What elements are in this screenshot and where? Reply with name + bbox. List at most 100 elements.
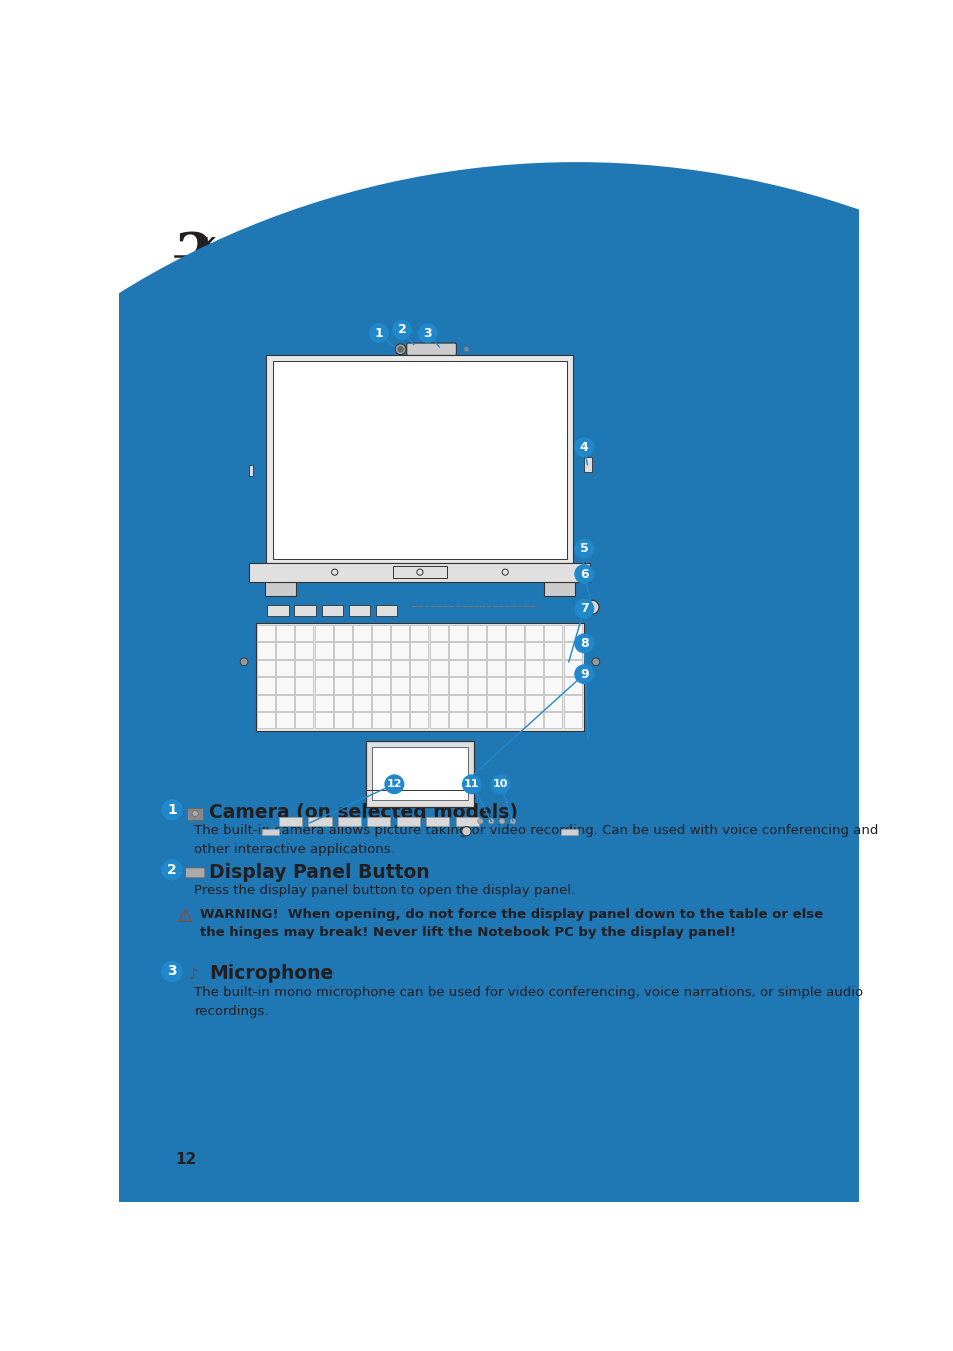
Bar — [525, 626, 542, 642]
Bar — [410, 626, 428, 642]
Bar — [276, 712, 294, 728]
Bar — [544, 677, 562, 693]
Bar — [187, 808, 203, 820]
Bar — [391, 694, 409, 711]
Bar — [263, 347, 270, 351]
Bar — [261, 830, 278, 835]
Bar — [295, 659, 314, 676]
Circle shape — [0, 162, 953, 1351]
Bar — [563, 677, 581, 693]
Text: The built-in camera allows picture taking or video recording. Can be used with v: The built-in camera allows picture takin… — [194, 824, 878, 857]
Bar — [525, 694, 542, 711]
Text: Microphone: Microphone — [209, 965, 333, 984]
Bar — [257, 677, 274, 693]
Bar — [563, 712, 581, 728]
Bar — [255, 623, 583, 731]
Bar — [467, 659, 485, 676]
Bar — [276, 677, 294, 693]
Bar — [278, 816, 302, 825]
Bar — [334, 642, 352, 659]
Bar — [506, 694, 523, 711]
Circle shape — [575, 565, 593, 584]
Bar — [334, 694, 352, 711]
Bar — [391, 677, 409, 693]
Bar — [525, 677, 542, 693]
Bar — [372, 712, 390, 728]
Bar — [506, 712, 523, 728]
Bar — [448, 626, 466, 642]
Bar — [410, 677, 428, 693]
Bar — [544, 626, 562, 642]
Bar — [353, 642, 371, 659]
Bar — [267, 605, 289, 616]
Text: 12: 12 — [386, 780, 402, 789]
Bar — [467, 642, 485, 659]
Bar — [563, 626, 581, 642]
Circle shape — [584, 600, 598, 615]
Text: 8: 8 — [579, 636, 588, 650]
Text: 10: 10 — [493, 780, 508, 789]
FancyBboxPatch shape — [406, 343, 456, 355]
Bar — [314, 626, 333, 642]
Circle shape — [575, 600, 593, 617]
Bar — [295, 694, 314, 711]
Bar — [257, 694, 274, 711]
Circle shape — [461, 827, 471, 836]
Circle shape — [575, 539, 593, 558]
Text: The built-in mono microphone can be used for video conferencing, voice narration: The built-in mono microphone can be used… — [194, 986, 862, 1019]
Text: Press the display panel button to open the display panel.: Press the display panel button to open t… — [194, 885, 575, 897]
Bar — [410, 659, 428, 676]
Bar — [448, 694, 466, 711]
Text: 2: 2 — [397, 323, 406, 336]
Text: 5: 5 — [579, 542, 588, 555]
Bar — [257, 642, 274, 659]
Bar — [393, 566, 447, 578]
Bar — [334, 626, 352, 642]
Text: 1: 1 — [167, 802, 176, 817]
Bar — [426, 816, 449, 825]
Bar — [410, 712, 428, 728]
Bar — [334, 712, 352, 728]
Bar — [372, 626, 390, 642]
Bar — [544, 642, 562, 659]
Text: ⚠: ⚠ — [176, 908, 193, 927]
Bar — [410, 694, 428, 711]
Circle shape — [575, 634, 593, 653]
Bar — [276, 659, 294, 676]
Bar — [396, 816, 419, 825]
Circle shape — [498, 819, 504, 824]
Bar — [448, 677, 466, 693]
Circle shape — [369, 324, 388, 342]
Bar — [276, 626, 294, 642]
Bar — [456, 816, 478, 825]
Text: ♪: ♪ — [189, 967, 198, 982]
Bar — [367, 816, 390, 825]
Bar — [334, 677, 352, 693]
Bar — [353, 694, 371, 711]
Circle shape — [162, 859, 182, 880]
Bar — [314, 642, 333, 659]
Bar — [375, 605, 397, 616]
Circle shape — [488, 819, 494, 824]
Bar — [563, 642, 581, 659]
Circle shape — [162, 962, 182, 981]
Bar — [314, 712, 333, 728]
Bar — [257, 659, 274, 676]
Bar — [429, 626, 447, 642]
Bar — [506, 659, 523, 676]
Circle shape — [464, 347, 468, 351]
Bar — [295, 642, 314, 659]
Circle shape — [575, 438, 593, 457]
Bar — [429, 712, 447, 728]
Text: 9: 9 — [579, 667, 588, 681]
Bar — [321, 605, 343, 616]
Text: 1: 1 — [375, 327, 383, 339]
FancyBboxPatch shape — [185, 867, 205, 878]
Text: WARNING!  When opening, do not force the display panel down to the table or else: WARNING! When opening, do not force the … — [199, 908, 822, 939]
Circle shape — [393, 320, 411, 339]
Circle shape — [397, 346, 403, 353]
Circle shape — [510, 819, 516, 824]
Polygon shape — [266, 354, 573, 562]
Bar — [295, 712, 314, 728]
Bar — [353, 659, 371, 676]
